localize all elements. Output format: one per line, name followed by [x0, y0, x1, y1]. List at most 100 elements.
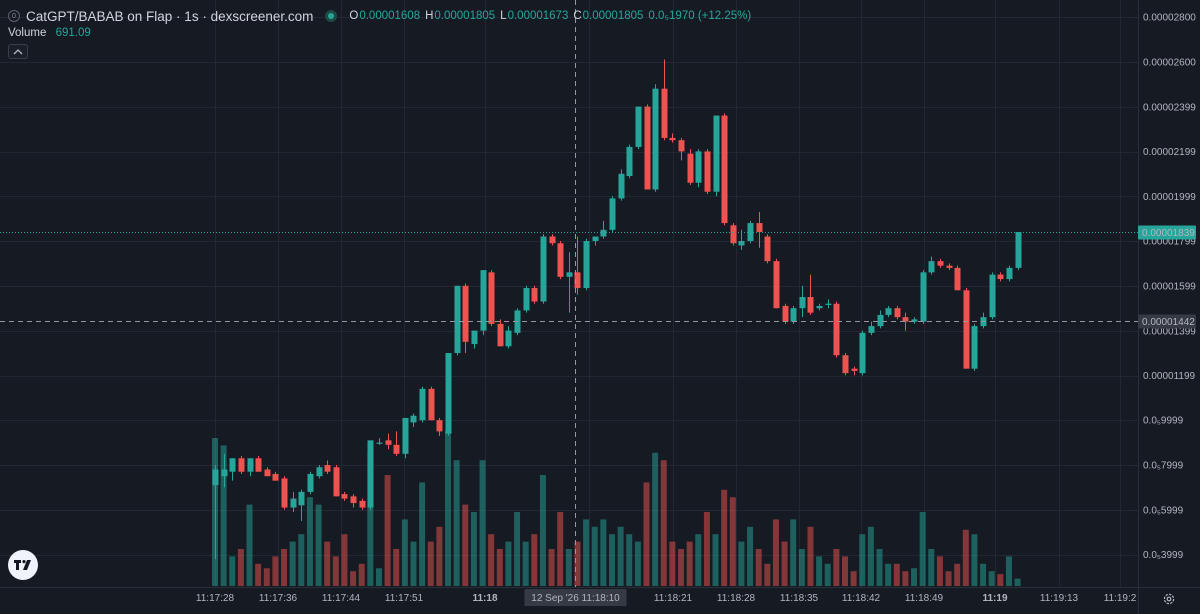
- time-tick-label: 11:18:49: [905, 593, 944, 604]
- volume-bar: [1014, 578, 1021, 586]
- time-tick-label: 11:18:21: [654, 593, 693, 604]
- volume-bar: [548, 549, 555, 586]
- candle-body: [868, 326, 875, 333]
- volume-bar: [911, 568, 918, 586]
- volume-bar: [936, 556, 943, 586]
- volume-bar: [315, 504, 322, 586]
- volume-bar: [332, 556, 339, 586]
- candle-body: [497, 323, 504, 347]
- candle-body: [687, 153, 694, 183]
- candle: [410, 413, 417, 427]
- price-tick-label: 0.0₅5999: [1143, 505, 1184, 516]
- volume-bar: [928, 549, 935, 586]
- candle-body: [764, 236, 771, 262]
- candle: [609, 196, 616, 233]
- candle-body: [419, 388, 426, 421]
- volume-bar: [358, 563, 365, 586]
- candle: [885, 305, 892, 318]
- symbol-icon[interactable]: 0: [8, 10, 20, 22]
- volume-bar: [755, 549, 762, 586]
- candle: [678, 137, 685, 161]
- candle-body: [367, 440, 374, 508]
- volume-bar: [367, 452, 374, 586]
- candle: [255, 456, 262, 472]
- candle-body: [695, 151, 702, 183]
- chevron-up-icon: [13, 48, 23, 54]
- volume-bar: [401, 519, 408, 586]
- candle: [963, 288, 970, 369]
- candle: [877, 310, 884, 329]
- volume-legend: Volume 691.09: [8, 27, 91, 39]
- volume-bar: [824, 563, 831, 586]
- volume-bar: [721, 489, 728, 586]
- volume-bar: [531, 534, 538, 586]
- candle: [264, 467, 271, 477]
- volume-bar: [522, 541, 529, 586]
- price-tick-label: 0.00001199: [1143, 371, 1196, 382]
- candle-body: [454, 285, 461, 353]
- candle-body: [652, 88, 659, 190]
- candle-body: [773, 261, 780, 309]
- candle-body: [436, 420, 443, 432]
- market-status-icon: [325, 10, 338, 22]
- candle: [799, 285, 806, 318]
- volume-bar: [341, 534, 348, 586]
- candle: [669, 133, 676, 143]
- candle: [428, 386, 435, 421]
- candle-body: [255, 458, 262, 472]
- candle-body: [462, 285, 469, 342]
- candle: [324, 460, 331, 474]
- volume-bar: [997, 574, 1004, 586]
- volume-bar: [263, 568, 270, 586]
- candle: [247, 458, 254, 477]
- volume-bar: [496, 549, 503, 586]
- candle: [290, 491, 297, 513]
- candle-body: [488, 272, 495, 324]
- volume-bar: [669, 541, 676, 586]
- candle-body: [963, 290, 970, 369]
- candle: [946, 263, 953, 271]
- chart-settings-button[interactable]: [1160, 590, 1178, 608]
- candle-body: [212, 469, 219, 486]
- volume-bar: [686, 541, 693, 586]
- price-tick-label: 0.00001999: [1143, 192, 1196, 203]
- candle: [574, 236, 581, 295]
- candle-body: [626, 146, 633, 177]
- candle-body: [678, 140, 685, 152]
- candle-body: [324, 465, 331, 472]
- candle-body: [885, 308, 892, 315]
- close-label: C: [573, 10, 582, 22]
- candle: [989, 272, 996, 320]
- volume-bar: [306, 497, 313, 586]
- volume-bar: [729, 497, 736, 586]
- candle-body: [790, 308, 797, 322]
- tradingview-logo-icon[interactable]: [8, 550, 38, 580]
- volume-bar: [634, 541, 641, 586]
- price-tick-label: 0.00001599: [1143, 282, 1196, 293]
- candle: [462, 283, 469, 353]
- volume-bar: [807, 526, 814, 586]
- crosshair-price-label-bg: [1138, 314, 1196, 329]
- candle-body: [894, 308, 901, 318]
- crosshair-time-label-bg: [524, 589, 627, 606]
- volume-bar: [289, 541, 296, 586]
- volume-bar: [600, 519, 607, 586]
- candle: [626, 144, 633, 179]
- volume-bar: [945, 571, 952, 586]
- volume-bar: [626, 534, 633, 586]
- price-tick-label: 0.00002399: [1143, 102, 1196, 113]
- candle: [454, 285, 461, 356]
- volume-bar: [410, 541, 417, 586]
- candle: [894, 305, 901, 320]
- collapse-legend-button[interactable]: [8, 44, 28, 59]
- last-price-label-text: 0.00001839: [1142, 228, 1195, 239]
- candle-body: [859, 332, 866, 374]
- candle-body: [920, 272, 927, 322]
- candle-body: [445, 353, 452, 434]
- candle-body: [618, 173, 625, 199]
- change-value: 0.0₅1970 (+12.25%): [648, 10, 752, 22]
- volume-bar: [272, 556, 279, 586]
- candle: [281, 476, 288, 510]
